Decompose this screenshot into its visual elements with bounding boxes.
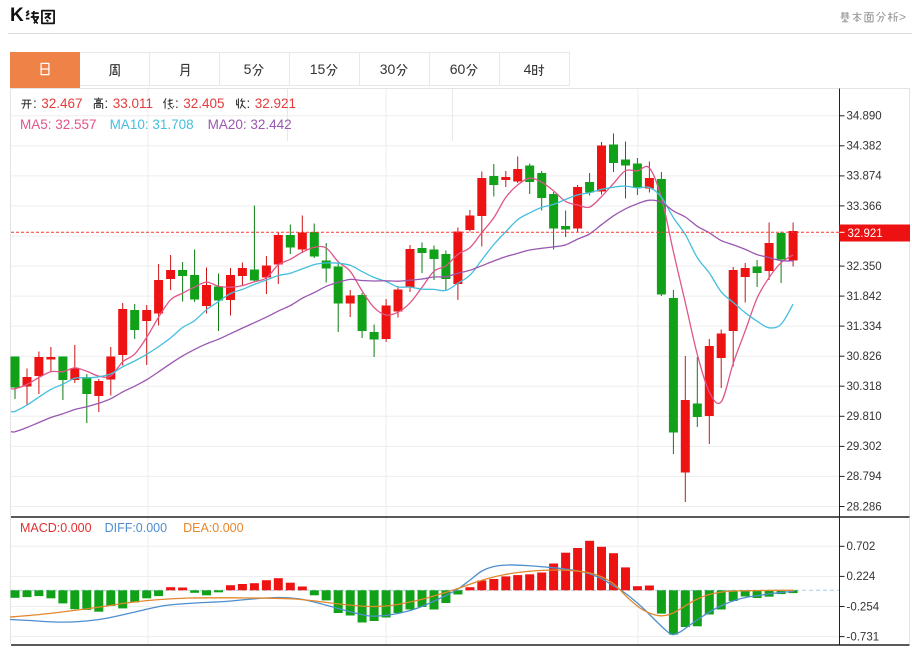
svg-text:31.842: 31.842 — [847, 291, 882, 303]
svg-text:34.382: 34.382 — [847, 141, 882, 153]
svg-text:30.318: 30.318 — [847, 381, 882, 393]
svg-text:33.366: 33.366 — [847, 201, 882, 213]
svg-text:32.921: 32.921 — [848, 228, 883, 240]
svg-text:34.890: 34.890 — [847, 111, 882, 123]
svg-text:-0.254: -0.254 — [847, 601, 880, 613]
svg-text:31.334: 31.334 — [847, 321, 883, 333]
svg-text:0.702: 0.702 — [847, 541, 876, 553]
svg-text:30.826: 30.826 — [847, 351, 882, 363]
svg-text:32.350: 32.350 — [847, 261, 882, 273]
svg-text:-0.731: -0.731 — [847, 631, 880, 643]
svg-text:28.794: 28.794 — [847, 471, 883, 483]
svg-text:33.874: 33.874 — [847, 171, 883, 183]
svg-text:29.302: 29.302 — [847, 441, 882, 453]
svg-text:0.224: 0.224 — [847, 571, 876, 583]
svg-text:29.810: 29.810 — [847, 411, 882, 423]
svg-text:28.286: 28.286 — [847, 501, 882, 513]
